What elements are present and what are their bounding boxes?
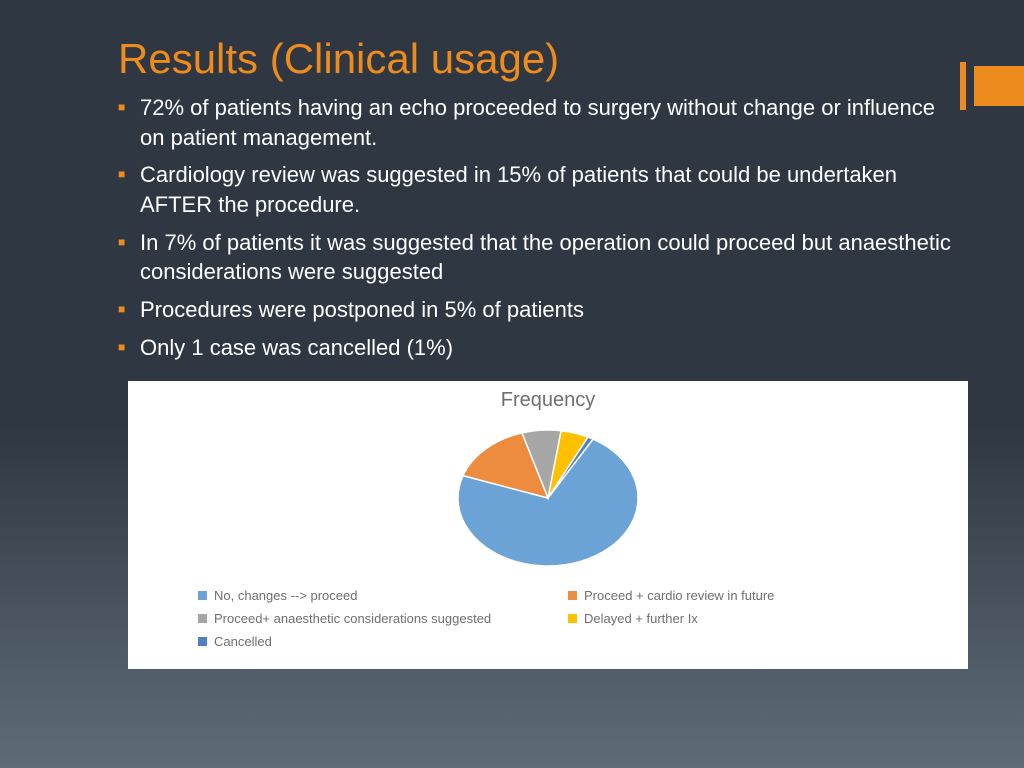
slide-title: Results (Clinical usage): [0, 0, 1024, 93]
pie-chart: [448, 418, 648, 578]
bullet-item: 72% of patients having an echo proceeded…: [118, 93, 964, 152]
pie-container: [128, 418, 968, 578]
frequency-chart-card: Frequency No, changes --> proceed Proceed…: [128, 381, 968, 669]
legend-item: Proceed + cardio review in future: [568, 588, 938, 603]
corner-decor: [960, 62, 1024, 110]
bullet-item: Cardiology review was suggested in 15% o…: [118, 160, 964, 219]
legend-label: Delayed + further Ix: [584, 611, 698, 626]
legend-label: Proceed + cardio review in future: [584, 588, 774, 603]
legend-swatch: [568, 591, 577, 600]
legend-item: No, changes --> proceed: [198, 588, 568, 603]
legend-item: Proceed+ anaesthetic considerations sugg…: [198, 611, 568, 626]
legend-swatch: [198, 591, 207, 600]
bullet-item: In 7% of patients it was suggested that …: [118, 228, 964, 287]
legend-label: Proceed+ anaesthetic considerations sugg…: [214, 611, 491, 626]
decor-block: [974, 66, 1024, 106]
legend-label: Cancelled: [214, 634, 272, 649]
legend-swatch: [198, 637, 207, 646]
legend-label: No, changes --> proceed: [214, 588, 357, 603]
bullet-item: Only 1 case was cancelled (1%): [118, 333, 964, 363]
legend-swatch: [568, 614, 577, 623]
bullet-list: 72% of patients having an echo proceeded…: [0, 93, 1024, 363]
bullet-item: Procedures were postponed in 5% of patie…: [118, 295, 964, 325]
chart-legend: No, changes --> proceed Proceed + cardio …: [128, 578, 968, 657]
legend-item: Cancelled: [198, 634, 568, 649]
legend-item: Delayed + further Ix: [568, 611, 938, 626]
legend-swatch: [198, 614, 207, 623]
chart-title: Frequency: [128, 389, 968, 412]
